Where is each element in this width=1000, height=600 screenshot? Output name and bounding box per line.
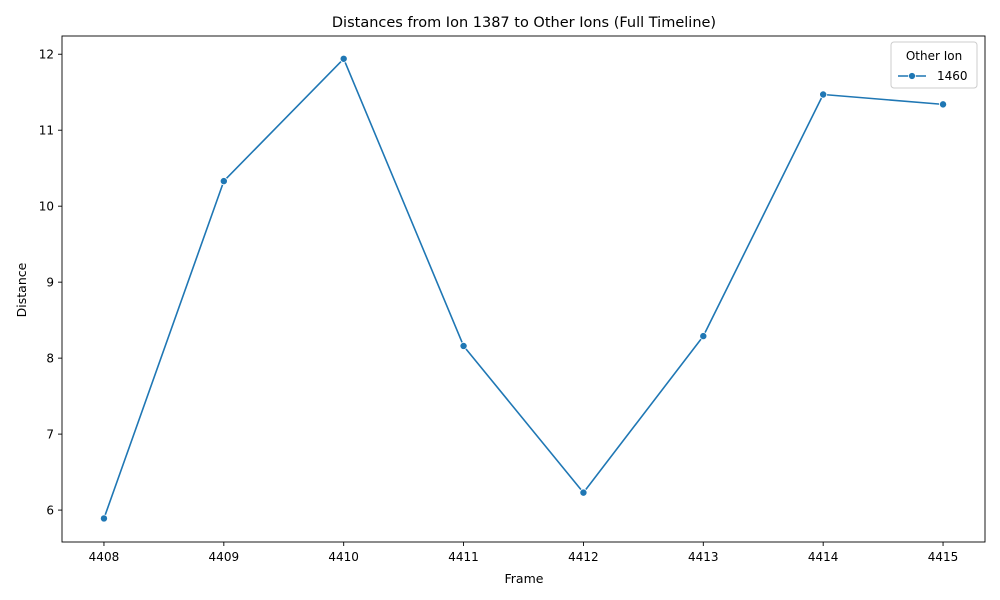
x-axis: 4408 4409 4410 4411 4412 4413 4414 4415 <box>89 542 959 564</box>
x-tick-label: 4410 <box>328 550 359 564</box>
data-point <box>459 341 468 350</box>
y-tick-label: 6 <box>46 504 54 518</box>
data-point <box>99 514 108 523</box>
data-point <box>219 177 228 186</box>
y-tick-label: 9 <box>46 276 54 290</box>
plot-area <box>61 35 986 543</box>
y-axis-label: Distance <box>14 262 29 317</box>
legend: Other Ion 1460 <box>890 41 978 89</box>
x-tick-label: 4413 <box>688 550 719 564</box>
y-axis: 6 7 8 9 10 11 12 <box>39 48 62 518</box>
data-point <box>579 488 588 497</box>
x-tick-label: 4411 <box>448 550 479 564</box>
data-point <box>819 90 828 99</box>
data-point <box>339 54 348 63</box>
y-tick-label: 12 <box>39 48 54 62</box>
legend-entry-label: 1460 <box>937 69 968 83</box>
data-point <box>939 100 948 109</box>
x-tick-label: 4409 <box>209 550 240 564</box>
series-lines <box>103 57 944 519</box>
x-tick-label: 4408 <box>89 550 120 564</box>
x-tick-label: 4415 <box>928 550 959 564</box>
legend-marker-sample <box>908 72 916 80</box>
x-tick-label: 4412 <box>568 550 599 564</box>
y-tick-label: 7 <box>46 428 54 442</box>
axes-frame <box>61 35 986 543</box>
series-line <box>103 57 944 519</box>
chart-title: Distances from Ion 1387 to Other Ions (F… <box>332 15 716 31</box>
legend-title: Other Ion <box>906 49 962 63</box>
series-markers <box>99 54 948 523</box>
x-tick-label: 4414 <box>808 550 839 564</box>
y-tick-label: 10 <box>39 200 54 214</box>
x-axis-label: Frame <box>505 571 544 586</box>
y-tick-label: 11 <box>39 124 54 138</box>
y-tick-label: 8 <box>46 352 54 366</box>
data-point <box>699 332 708 341</box>
